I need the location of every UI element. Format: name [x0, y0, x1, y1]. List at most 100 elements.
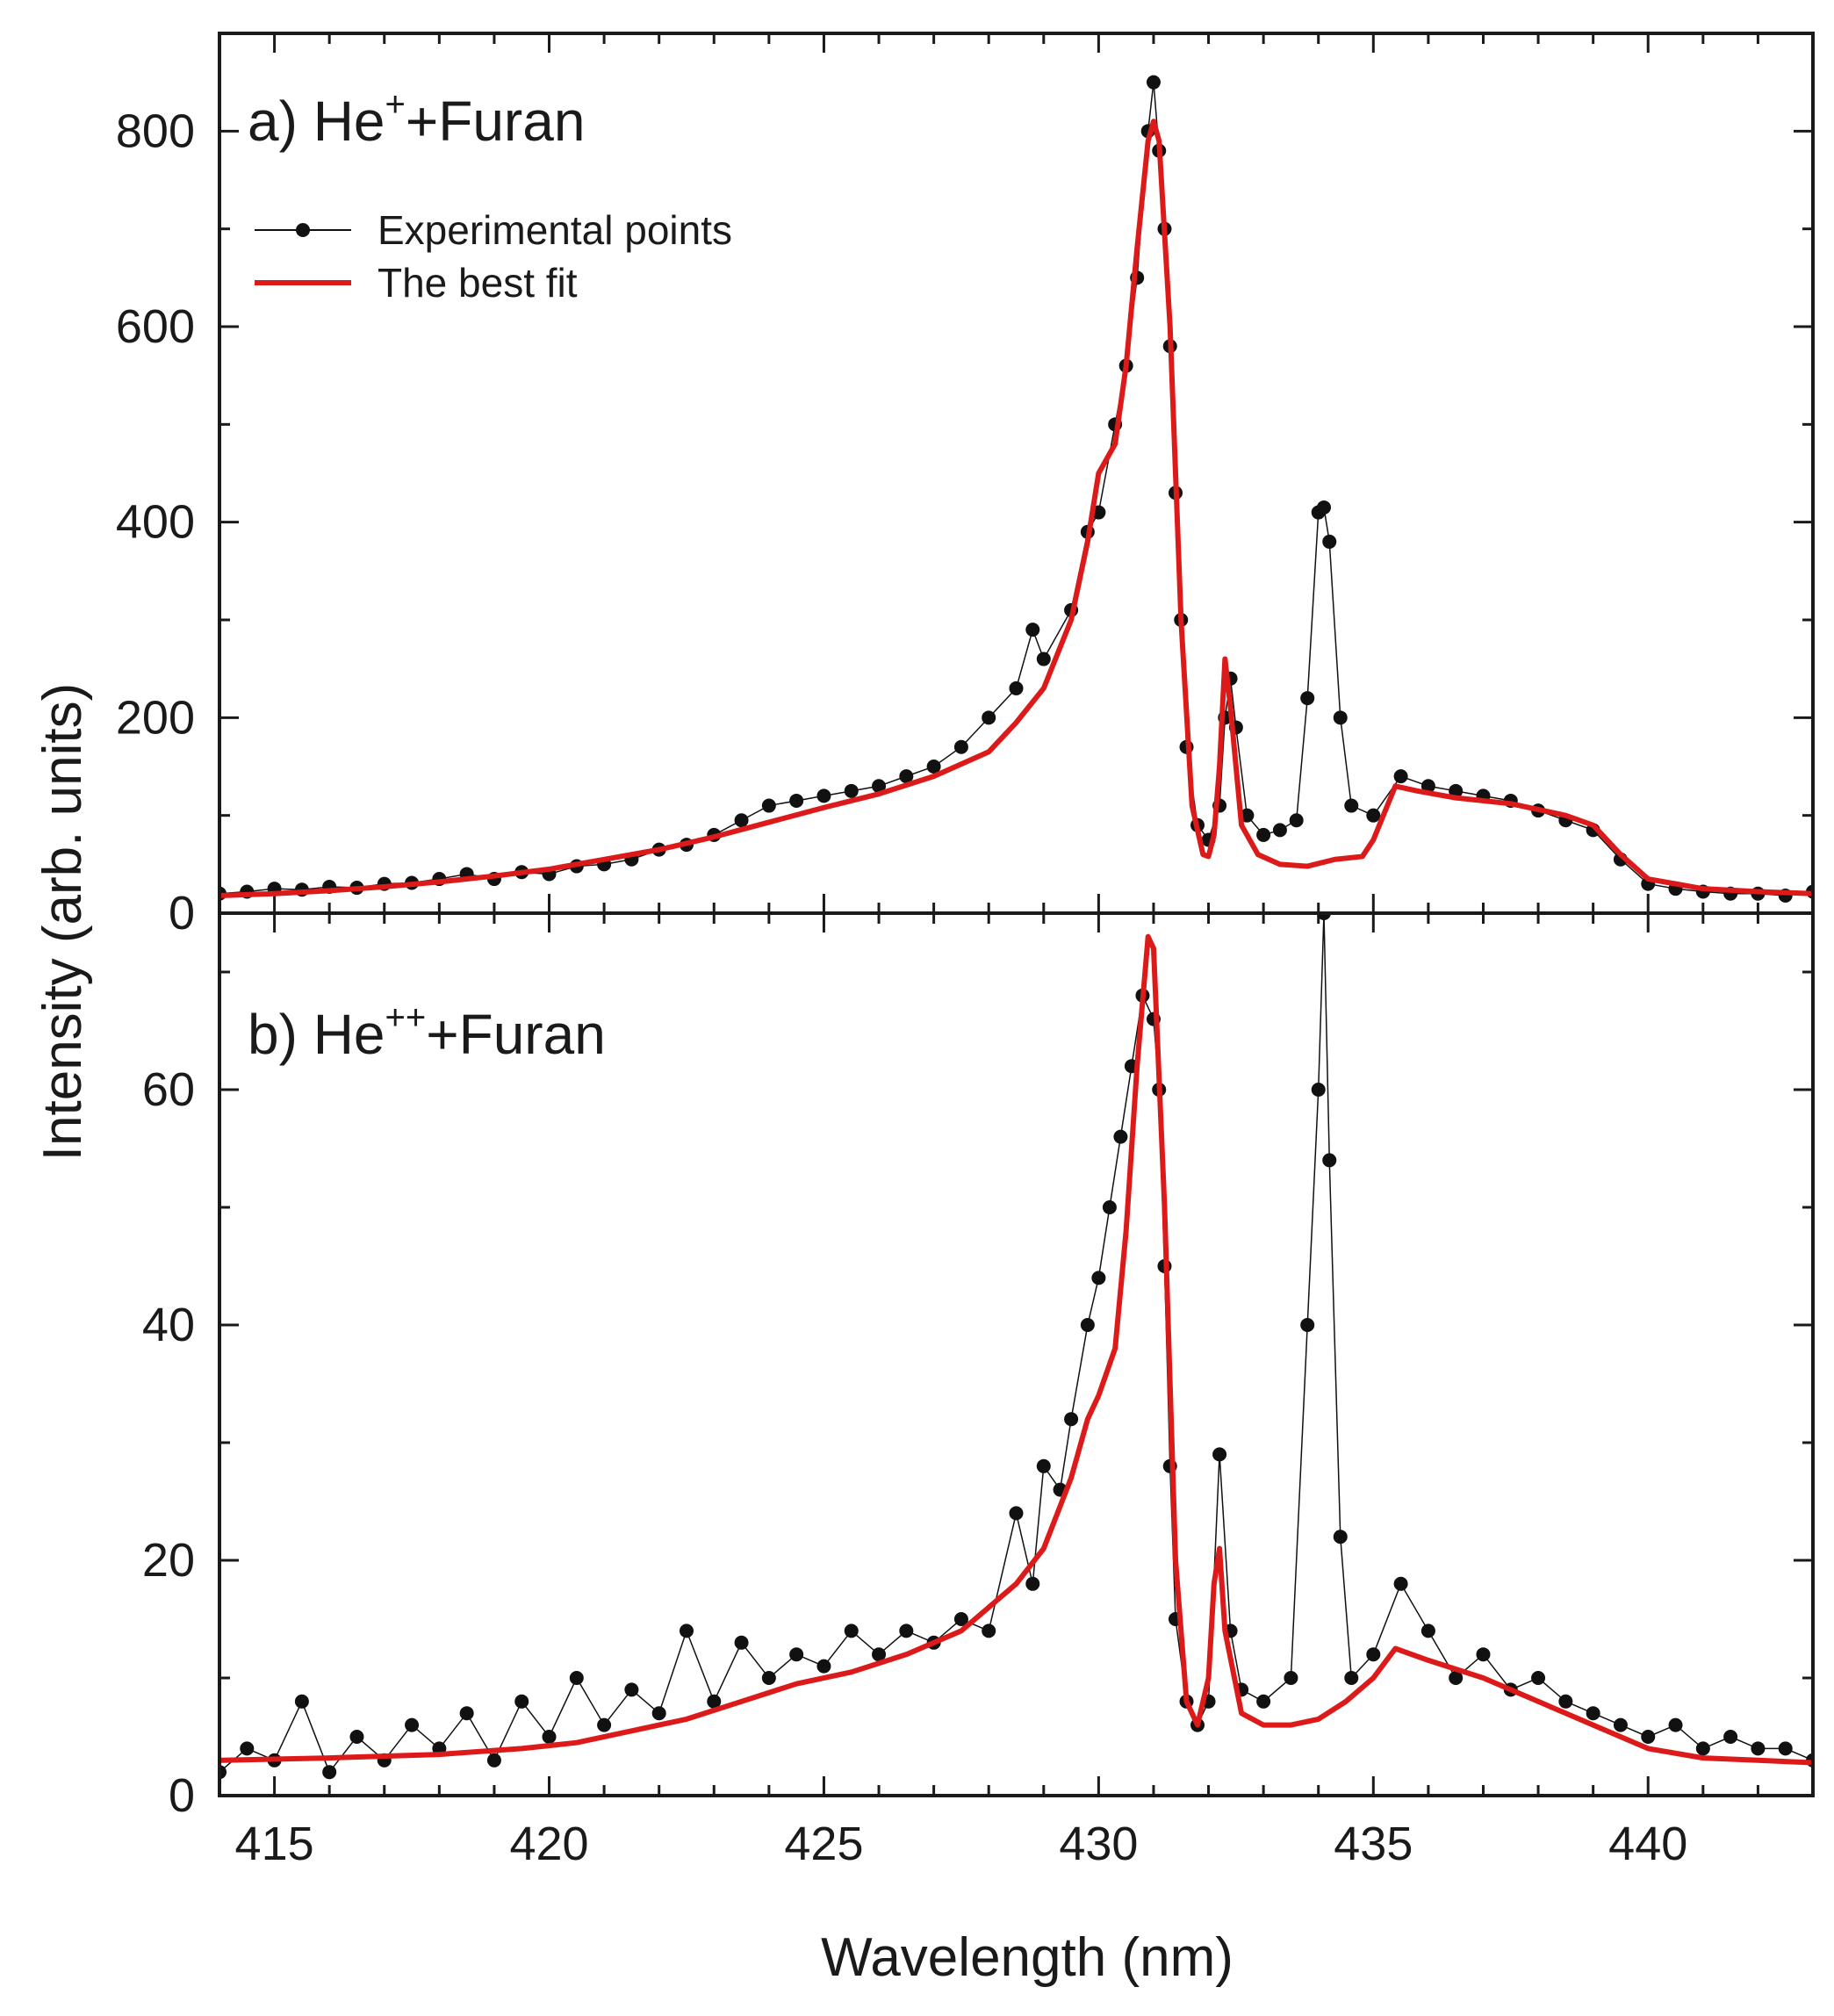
panel-b-experimental-point: [459, 1706, 474, 1721]
panel-b-experimental-point: [1668, 1717, 1683, 1732]
panel-a-experimental-point: [844, 783, 859, 798]
x-tick-label: 425: [784, 1818, 863, 1870]
panel-a-title-prefix: a) He: [248, 90, 385, 153]
x-tick-labels: 415 420 425 430 435 440: [235, 1818, 1688, 1870]
panel-a-experimental-point: [734, 813, 749, 828]
panel-a-title-suffix: +Furan: [406, 90, 586, 153]
panel-b-experimental-point: [1778, 1741, 1793, 1756]
panel-a-series: [219, 75, 1813, 903]
panel-b-experimental-point: [1476, 1647, 1491, 1662]
legend: Experimental points The best fit: [255, 207, 732, 306]
panel-b-experimental-point: [1558, 1694, 1573, 1709]
x-tick-label: 435: [1334, 1818, 1413, 1870]
panel-b-experimental-point: [569, 1671, 584, 1685]
panel-a-experimental-point: [1272, 823, 1287, 838]
panel-b-experimental-point: [349, 1730, 364, 1744]
panel-b-experimental-point: [1333, 1530, 1348, 1544]
panel-b-experimental-point: [1751, 1741, 1766, 1756]
panel-b-experimental-point: [1064, 1412, 1079, 1427]
panel-a-y-tick-label: 200: [116, 691, 195, 744]
panel-b-experimental-point: [1420, 1624, 1435, 1638]
panel-b-y-tick-labels: 0 20 40 60: [142, 1063, 195, 1822]
x-axis-title: Wavelength (nm): [821, 1927, 1233, 1988]
panel-b-experimental-point: [1393, 1576, 1408, 1591]
panel-b-experimental-point: [844, 1624, 859, 1638]
panel-b-y-tick-label: 20: [142, 1534, 195, 1587]
panel-b-experimental-point: [1695, 1741, 1710, 1756]
panel-b-experimental-point: [1300, 1318, 1315, 1332]
panel-b-experimental-point: [486, 1753, 501, 1768]
panel-b-experimental-point: [1091, 1271, 1106, 1285]
panel-b-experimental-point: [899, 1624, 914, 1638]
legend-experimental-label: Experimental points: [378, 207, 732, 253]
panel-b-experimental-point: [789, 1647, 804, 1662]
x-tick-label: 430: [1059, 1818, 1138, 1870]
panel-a-experimental-point: [1420, 779, 1435, 794]
y-axis-title: Intensity (arb. units): [32, 683, 93, 1161]
panel-b-experimental-point: [1036, 1458, 1051, 1473]
panel-a-title: a) He++Furan: [248, 85, 585, 153]
x-tick-label: 420: [509, 1818, 588, 1870]
panel-b-experimental-point: [872, 1647, 887, 1662]
panel-a-experimental-point: [761, 798, 776, 813]
panel-a-experimental-point: [1393, 769, 1408, 784]
panel-b-title-sup: ++: [385, 998, 427, 1037]
panel-a-experimental-point: [789, 793, 804, 808]
panel-a-experimental-point: [926, 760, 941, 774]
panel-b-experimental-point: [1284, 1671, 1298, 1685]
panel-b-experimental-point: [1311, 1083, 1326, 1097]
panel-a-experimental-point: [1036, 652, 1051, 666]
panel-b-title-suffix: +Furan: [426, 1003, 606, 1066]
x-tick-label: 440: [1608, 1818, 1687, 1870]
legend-experimental-marker: [296, 223, 310, 237]
panel-a-experimental-point: [1146, 75, 1161, 90]
panel-b-experimental-line: [219, 913, 1813, 1774]
panel-b-experimental-point: [982, 1624, 996, 1638]
panel-a-experimental-point: [1025, 623, 1040, 637]
legend-fit-label: The best fit: [378, 260, 578, 306]
panel-b-experimental-point: [1641, 1730, 1656, 1744]
panel-a-experimental-point: [1289, 813, 1304, 828]
panel-a-experimental-point: [1009, 680, 1024, 695]
panel-b-experimental-point: [294, 1694, 309, 1709]
panel-b-experimental-point: [1009, 1506, 1024, 1521]
panel-b-experimental-point: [953, 1612, 968, 1626]
panel-b-experimental-point: [1366, 1647, 1381, 1662]
panel-b-experimental-point: [1080, 1318, 1095, 1332]
panel-b-experimental-point: [1586, 1706, 1600, 1721]
panel-a-experimental-point: [982, 710, 996, 725]
panel-b-experimental-point: [1113, 1129, 1128, 1144]
panel-b-experimental-point: [1102, 1200, 1117, 1214]
panel-a-experimental-point: [816, 788, 831, 803]
panel-b-frame: [218, 911, 1815, 1797]
panel-b-experimental-point: [1531, 1671, 1546, 1685]
panel-b-experimental-point: [1723, 1730, 1738, 1744]
panel-b-experimental-point: [651, 1706, 666, 1721]
panel-b-fit-line: [219, 933, 1813, 1766]
panel-b-experimental-point: [405, 1717, 420, 1732]
panel-a-experimental-point: [1333, 710, 1348, 725]
panel-a-y-tick-label: 400: [116, 496, 195, 549]
panel-b-experimental-point: [1256, 1694, 1271, 1709]
panel-a: 0 200 400 600 800 a) He++Furan: [116, 32, 1815, 940]
panel-b: 0 20 40 60 b) He+++Furan: [142, 913, 1815, 1822]
panel-b-experimental-point: [322, 1765, 337, 1780]
panel-a-y-tick-label: 600: [116, 300, 195, 353]
panel-b-experimental-point: [542, 1730, 557, 1744]
panel-a-experimental-point: [953, 739, 968, 754]
panel-a-experimental-point: [1366, 808, 1381, 823]
panel-b-y-tick-label: 60: [142, 1063, 195, 1116]
panel-a-experimental-point: [1344, 798, 1359, 813]
panel-b-experimental-point: [707, 1694, 722, 1709]
panel-b-series: [219, 913, 1813, 1780]
panel-a-y-tick-label: 800: [116, 104, 195, 157]
panel-b-experimental-point: [1344, 1671, 1359, 1685]
panel-b-y-tick-label: 40: [142, 1299, 195, 1351]
panel-b-experimental-point: [1025, 1576, 1040, 1591]
panel-a-experimental-point: [1316, 500, 1331, 515]
panel-a-fit-line: [219, 119, 1813, 898]
panel-b-experimental-point: [679, 1624, 694, 1638]
panel-b-title: b) He+++Furan: [248, 998, 606, 1066]
